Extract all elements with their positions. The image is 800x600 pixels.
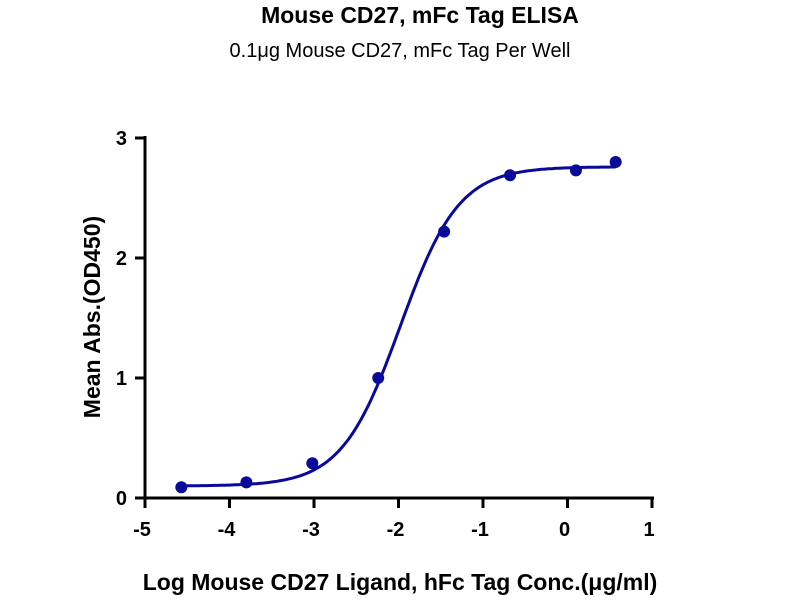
fit-curve: [181, 165, 616, 488]
y-tick-label: 0: [116, 488, 127, 510]
chart-title: Mouse CD27, mFc Tag ELISA: [261, 2, 579, 28]
chart-subtitle: 0.1μg Mouse CD27, mFc Tag Per Well: [229, 40, 571, 62]
y-tick-label: 2: [116, 248, 127, 270]
x-tick-label: -4: [218, 519, 237, 541]
data-point: [609, 156, 622, 168]
x-tick-label: -3: [302, 519, 320, 541]
x-tick-label: -5: [133, 519, 151, 541]
y-tick-label: 3: [116, 128, 127, 150]
x-tick-label: -1: [471, 519, 489, 541]
x-tick-label: 1: [643, 519, 654, 541]
data-point: [175, 481, 188, 494]
data-point: [504, 169, 517, 182]
x-tick-label: 0: [559, 519, 570, 541]
x-axis-label: Log Mouse CD27 Ligand, hFc Tag Conc.(μg/…: [143, 569, 658, 595]
data-point: [438, 225, 451, 238]
y-axis-label: Mean Abs.(OD450): [79, 216, 105, 418]
data-point: [240, 476, 253, 489]
data-point: [372, 372, 385, 384]
data-point: [306, 457, 319, 470]
x-tick-label: -2: [387, 519, 405, 541]
data-point: [569, 164, 582, 177]
y-tick-label: 1: [116, 368, 127, 390]
